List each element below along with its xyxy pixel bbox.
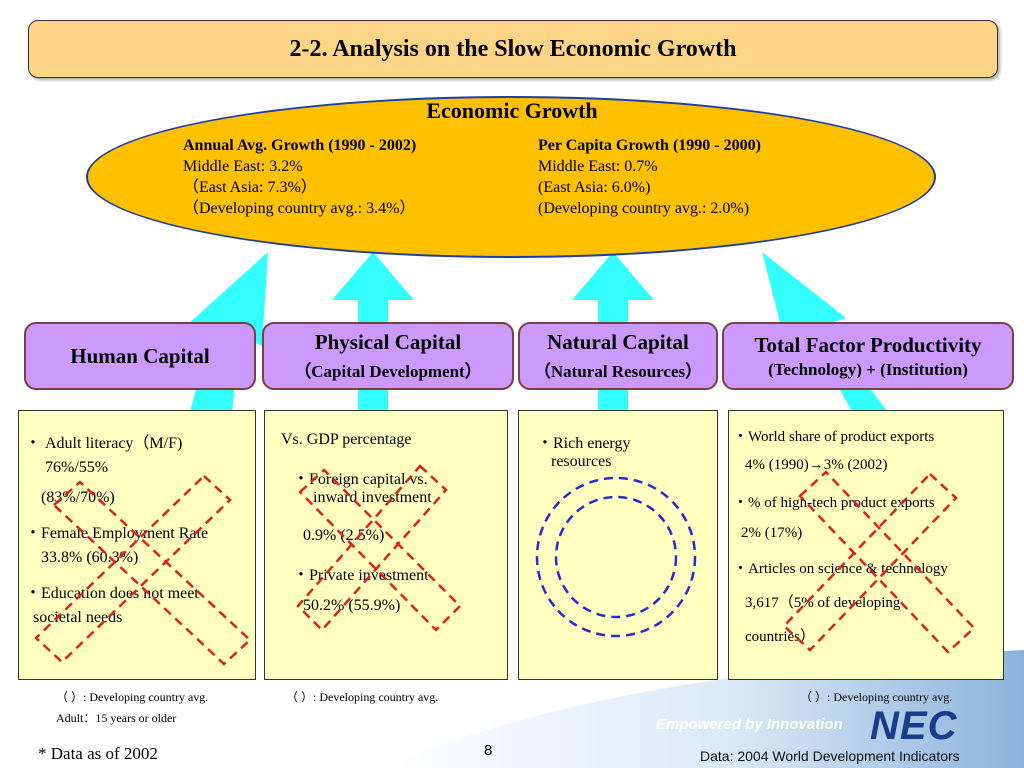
detail-line: 50.2% (55.9%)	[303, 597, 401, 614]
detail-line: ・Rich energy	[537, 435, 631, 452]
data-date-note: * Data as of 2002	[38, 744, 158, 763]
detail-line: ・World share of product exports	[733, 429, 935, 445]
detail-line: ・% of high-tech product exports	[733, 495, 935, 511]
annual-growth-line: （East Asia: 7.3%）	[183, 179, 317, 196]
tfp-details: ・World share of product exports 4% (1990…	[728, 410, 1004, 680]
annual-growth-line: Middle East: 3.2%	[183, 158, 303, 175]
note-developing-avg: （ ）: Developing country avg.	[800, 690, 953, 704]
capital-box-title: Human Capital	[70, 343, 210, 368]
per-capita-line: (East Asia: 6.0%)	[538, 179, 651, 196]
physical-capital-details: Vs. GDP percentage ・Foreign capital vs. …	[264, 410, 508, 680]
detail-line: 2% (17%)	[741, 525, 803, 541]
natural-capital-details: ・Rich energy resources	[518, 410, 718, 680]
annual-growth-header: Annual Avg. Growth (1990 - 2002)	[183, 137, 417, 154]
detail-line: 3,617（5% of developing	[745, 595, 901, 611]
detail-line: countries）	[745, 629, 815, 645]
capital-box-title: Physical Capital	[314, 330, 462, 354]
capital-box-title: Natural Capital	[547, 330, 689, 354]
capital-box-subtitle: (Technology) + (Institution)	[768, 359, 968, 379]
detail-line: ・ Adult literacy（M/F)	[25, 435, 183, 452]
detail-line: ・Articles on science & technology	[733, 561, 948, 577]
capital-box-human: Human Capital	[24, 322, 256, 390]
detail-line: inward investment	[313, 489, 432, 506]
human-capital-details: ・ Adult literacy（M/F) 76%/55% (83%/70%) …	[18, 410, 256, 680]
detail-line: 33.8% (60.3%)	[41, 549, 139, 566]
per-capita-header: Per Capita Growth (1990 - 2000)	[538, 137, 761, 154]
economic-growth-heading: Economic Growth	[426, 98, 598, 123]
detail-line: ・Female Employment Rate	[25, 525, 209, 542]
detail-line: Vs. GDP percentage	[281, 431, 412, 448]
page-number: 8	[484, 742, 493, 759]
detail-line: (83%/70%)	[41, 489, 115, 506]
nec-logo: NEC	[870, 704, 958, 748]
detail-line: resources	[551, 453, 612, 470]
detail-line: ・Private investment	[293, 567, 429, 584]
annual-growth-line: （Developing country avg.: 3.4%）	[183, 200, 416, 217]
detail-line: societal needs	[33, 609, 123, 626]
per-capita-column: Per Capita Growth (1990 - 2000) Middle E…	[538, 135, 761, 219]
capital-box-title: Total Factor Productivity	[754, 332, 982, 357]
detail-line: 76%/55%	[45, 459, 109, 476]
economic-growth-ellipse	[86, 96, 936, 258]
per-capita-line: (Developing country avg.: 2.0%)	[538, 200, 750, 217]
title-bar: 2-2. Analysis on the Slow Economic Growt…	[28, 20, 998, 78]
per-capita-line: Middle East: 0.7%	[538, 158, 658, 175]
note-developing-avg: （ ）: Developing country avg.	[286, 690, 439, 704]
data-source: Data: 2004 World Development Indicators	[700, 748, 960, 764]
note-developing-avg: （ ）: Developing country avg.	[56, 690, 209, 704]
logo-tagline: Empowered by Innovation	[656, 716, 843, 733]
annual-growth-column: Annual Avg. Growth (1990 - 2002) Middle …	[183, 135, 416, 219]
page-title: 2-2. Analysis on the Slow Economic Growt…	[289, 35, 737, 62]
capital-box-physical: Physical Capital （Capital Development）	[262, 322, 514, 390]
capital-box-tfp: Total Factor Productivity (Technology) +…	[722, 322, 1014, 390]
detail-line: ・Education does not meet	[25, 585, 199, 602]
detail-line: 0.9% (2.5%)	[303, 527, 385, 544]
capital-box-subtitle: （Natural Resources）	[533, 362, 703, 381]
detail-line: ・Foreign capital vs.	[293, 471, 428, 488]
note-adult-age: Adult：15 years or older	[56, 711, 177, 725]
capital-box-natural: Natural Capital （Natural Resources）	[518, 322, 718, 390]
detail-line: 4% (1990)→3% (2002)	[745, 457, 888, 473]
capital-box-subtitle: （Capital Development）	[294, 362, 482, 381]
